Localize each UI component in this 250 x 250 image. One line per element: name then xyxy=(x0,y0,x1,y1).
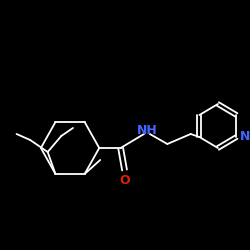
Text: NH: NH xyxy=(136,124,157,136)
Text: N: N xyxy=(240,130,250,143)
Text: O: O xyxy=(119,174,130,186)
